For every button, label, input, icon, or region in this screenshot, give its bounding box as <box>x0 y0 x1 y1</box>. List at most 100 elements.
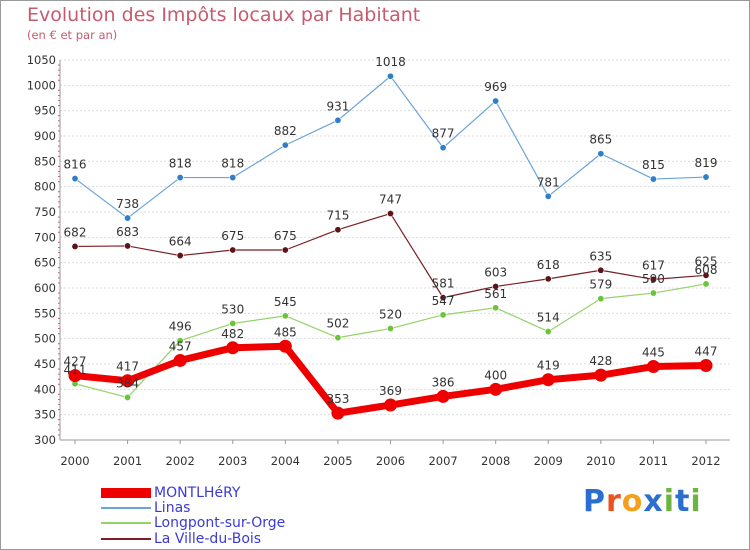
line-point-linas <box>492 97 500 105</box>
data-label-montlhery: 445 <box>642 346 665 360</box>
line-point-ville-du-bois <box>334 226 342 234</box>
data-label-ville-du-bois: 683 <box>116 225 139 239</box>
data-label-ville-du-bois: 675 <box>274 229 297 243</box>
line-point-montlhery <box>541 373 555 387</box>
data-label-ville-du-bois: 747 <box>379 193 402 207</box>
line-point-longpont <box>176 337 184 345</box>
line-point-linas <box>124 214 132 222</box>
data-label-ville-du-bois: 675 <box>221 229 244 243</box>
data-label-longpont: 590 <box>642 272 665 286</box>
legend-label-longpont: Longpont-sur-Orge <box>154 515 286 531</box>
legend-swatch-montlhery <box>101 488 151 498</box>
data-label-longpont: 561 <box>484 287 507 301</box>
line-point-linas <box>544 192 552 200</box>
line-point-longpont <box>386 325 394 333</box>
data-label-linas: 818 <box>221 157 244 171</box>
data-label-montlhery: 482 <box>221 327 244 341</box>
data-label-longpont: 502 <box>326 317 349 331</box>
logo-letter: P <box>583 484 606 519</box>
data-label-linas: 738 <box>116 197 139 211</box>
x-tick-label: 2006 <box>376 454 405 468</box>
y-tick-label: 650 <box>34 256 56 270</box>
line-point-linas <box>597 150 605 158</box>
data-label-longpont: 514 <box>537 311 560 325</box>
data-label-linas: 969 <box>484 80 507 94</box>
line-point-longpont <box>334 334 342 342</box>
line-point-linas <box>439 144 447 152</box>
x-tick-label: 2001 <box>113 454 142 468</box>
data-label-ville-du-bois: 618 <box>537 258 560 272</box>
line-point-longpont <box>597 295 605 303</box>
x-tick-label: 2004 <box>271 454 300 468</box>
chart-title: Evolution des Impôts locaux par Habitant <box>27 4 421 26</box>
line-point-longpont <box>229 319 237 327</box>
y-tick-label: 600 <box>34 281 56 295</box>
line-point-montlhery <box>173 353 187 367</box>
data-label-linas: 865 <box>589 133 612 147</box>
x-tick-label: 2002 <box>166 454 195 468</box>
line-point-montlhery <box>436 389 450 403</box>
data-label-montlhery: 400 <box>484 368 507 382</box>
data-label-longpont: 530 <box>221 302 244 316</box>
x-tick-label: 2000 <box>60 454 89 468</box>
data-label-montlhery: 457 <box>169 339 192 353</box>
data-label-montlhery: 485 <box>274 325 297 339</box>
line-point-linas <box>281 141 289 149</box>
data-label-montlhery: 427 <box>64 355 87 369</box>
data-label-linas: 882 <box>274 124 297 138</box>
line-point-montlhery <box>226 341 240 355</box>
data-label-linas: 931 <box>326 99 349 113</box>
line-point-ville-du-bois <box>281 246 289 254</box>
line-point-ville-du-bois <box>71 242 79 250</box>
proxiti-logo: Proxiti <box>583 484 702 519</box>
data-label-ville-du-bois: 581 <box>432 277 455 291</box>
line-point-ville-du-bois <box>649 275 657 283</box>
line-point-longpont <box>649 289 657 297</box>
chart-subtitle: (en € et par an) <box>27 28 118 42</box>
data-label-linas: 816 <box>64 158 87 172</box>
logo-letter: x <box>643 484 664 519</box>
logo-letter: i <box>690 484 702 519</box>
line-point-ville-du-bois <box>702 271 710 279</box>
line-point-linas <box>176 174 184 182</box>
data-label-ville-du-bois: 625 <box>695 254 718 268</box>
y-tick-label: 900 <box>34 129 56 143</box>
data-label-ville-du-bois: 635 <box>589 249 612 263</box>
y-tick-label: 1050 <box>27 53 56 67</box>
line-point-ville-du-bois <box>544 275 552 283</box>
data-label-ville-du-bois: 603 <box>484 265 507 279</box>
data-label-longpont: 496 <box>169 320 192 334</box>
y-tick-label: 350 <box>34 408 56 422</box>
line-point-montlhery <box>699 359 713 373</box>
line-point-ville-du-bois <box>597 266 605 274</box>
line-point-ville-du-bois <box>492 282 500 290</box>
data-label-longpont: 545 <box>274 295 297 309</box>
x-tick-label: 2005 <box>323 454 352 468</box>
line-point-linas <box>702 173 710 181</box>
data-label-ville-du-bois: 682 <box>64 225 87 239</box>
plot-area <box>60 60 730 440</box>
legend-label-linas: Linas <box>154 500 191 516</box>
data-label-montlhery: 353 <box>326 392 349 406</box>
line-point-longpont <box>702 280 710 288</box>
data-label-montlhery: 419 <box>537 359 560 373</box>
line-point-linas <box>229 174 237 182</box>
data-label-linas: 818 <box>169 157 192 171</box>
legend-swatch-longpont <box>101 522 151 524</box>
data-label-montlhery: 428 <box>589 354 612 368</box>
line-point-linas <box>649 175 657 183</box>
data-label-longpont: 547 <box>432 294 455 308</box>
line-point-ville-du-bois <box>176 252 184 260</box>
y-tick-label: 1000 <box>27 78 56 92</box>
data-label-linas: 819 <box>695 156 718 170</box>
line-point-montlhery <box>646 360 660 374</box>
x-tick-label: 2009 <box>534 454 563 468</box>
line-point-montlhery <box>331 406 345 420</box>
line-point-ville-du-bois <box>386 210 394 218</box>
data-label-ville-du-bois: 617 <box>642 258 665 272</box>
data-label-longpont: 411 <box>64 363 87 377</box>
data-label-montlhery: 417 <box>116 360 139 374</box>
line-point-montlhery <box>278 339 292 353</box>
y-tick-label: 750 <box>34 205 56 219</box>
x-tick-label: 2012 <box>691 454 720 468</box>
